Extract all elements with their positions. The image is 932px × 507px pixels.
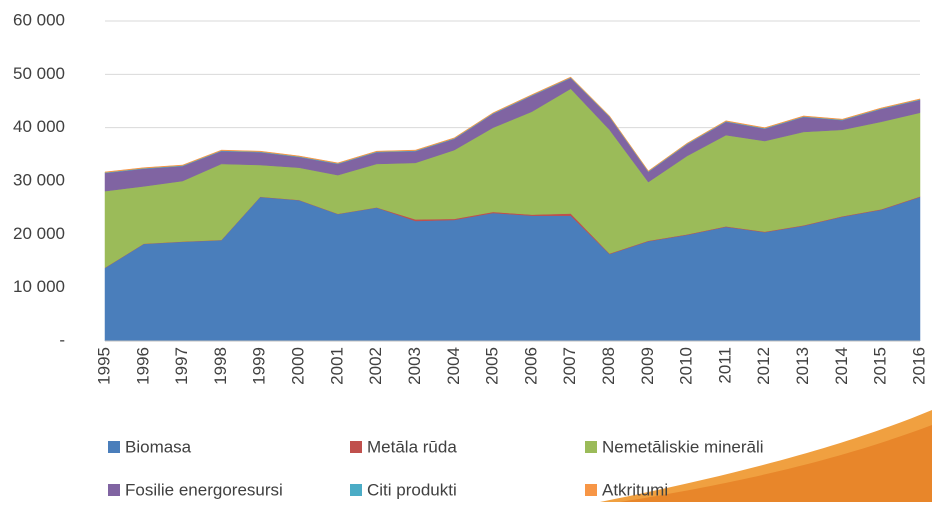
x-tick-label: 2010: [677, 347, 696, 385]
y-tick-label: 60 000: [13, 10, 65, 29]
legend-label: Metāla rūda: [367, 437, 457, 456]
x-tick-label: 2012: [754, 347, 773, 385]
x-tick-label: 2000: [289, 347, 308, 385]
x-tick-label: 1996: [133, 347, 152, 385]
legend-label: Biomasa: [125, 437, 192, 456]
x-tick-label: 2003: [405, 347, 424, 385]
x-tick-label: 1995: [94, 347, 113, 385]
x-tick-label: 2009: [638, 347, 657, 385]
legend-swatch: [585, 484, 597, 496]
legend-swatch: [350, 441, 362, 453]
legend-swatch: [108, 484, 120, 496]
y-tick-label: 30 000: [13, 170, 65, 189]
x-tick-label: 2015: [871, 347, 890, 385]
x-tick-label: 2004: [444, 347, 463, 385]
x-tick-label: 2007: [560, 347, 579, 385]
legend-swatch: [350, 484, 362, 496]
x-tick-label: 2013: [793, 347, 812, 385]
x-tick-label: 2006: [521, 347, 540, 385]
y-tick-label: 40 000: [13, 117, 65, 136]
y-tick-label: 50 000: [13, 64, 65, 83]
legend-swatch: [585, 441, 597, 453]
x-tick-label: 2005: [483, 347, 502, 385]
y-tick-label: 10 000: [13, 277, 65, 296]
y-tick-label: -: [59, 330, 65, 349]
x-tick-label: 1997: [172, 347, 191, 385]
y-tick-label: 20 000: [13, 224, 65, 243]
legend-label: Nemetāliskie minerāli: [602, 437, 764, 456]
x-tick-label: 2016: [909, 347, 928, 385]
x-tick-label: 2014: [832, 347, 851, 385]
area: [104, 76, 921, 173]
x-tick-label: 2002: [366, 347, 385, 385]
legend-swatch: [108, 441, 120, 453]
x-tick-label: 2001: [327, 347, 346, 385]
x-tick-label: 2008: [599, 347, 618, 385]
x-tick-label: 1999: [250, 347, 269, 385]
decorative-swoosh: [620, 425, 932, 502]
legend-label: Fosilie energoresursi: [125, 480, 283, 499]
legend-label: Atkritumi: [602, 480, 668, 499]
legend-label: Citi produkti: [367, 480, 457, 499]
x-tick-label: 1998: [211, 347, 230, 385]
x-tick-label: 2011: [715, 347, 734, 384]
